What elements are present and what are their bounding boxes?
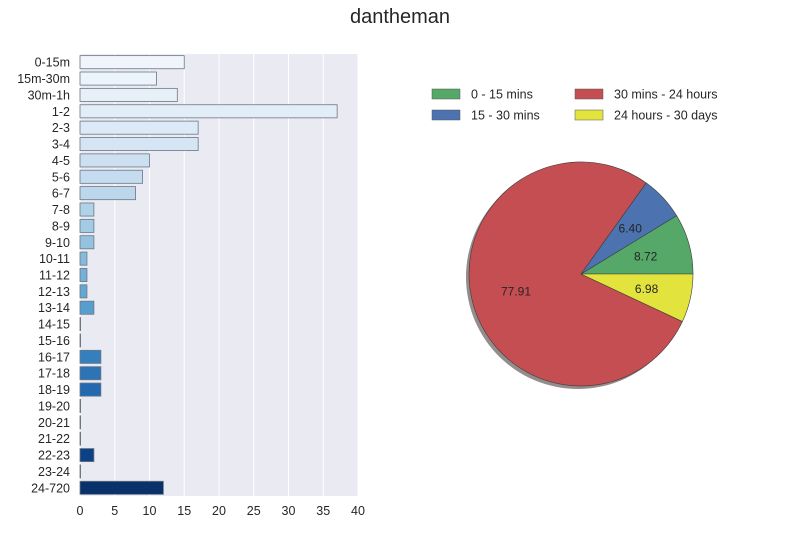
pie-value-label: 6.98	[635, 282, 659, 296]
bar-17-18	[79, 366, 102, 381]
x-tick-label: 5	[111, 504, 118, 518]
y-tick-label: 8-9	[52, 219, 70, 233]
y-tick-label: 11-12	[39, 269, 70, 283]
bar-22-23	[79, 448, 95, 463]
bar-4-5	[79, 153, 150, 168]
pie-slice-24hours-30days	[580, 273, 694, 322]
legend-swatch	[574, 88, 604, 100]
y-tick-label: 0-15m	[35, 56, 70, 70]
bar-chart: 0 5 10 15 20 25 30 35 40 0-15m 15m-30m 30m-1h 1-2 2-3…	[17, 54, 365, 518]
y-tick-label: 20-21	[38, 416, 70, 430]
pie-slice-30mins-24hours	[468, 161, 683, 387]
y-tick-label: 23-24	[38, 465, 70, 479]
y-tick-label: 12-13	[38, 285, 70, 299]
bar-2-3	[79, 120, 199, 135]
x-tick-label: 30	[282, 504, 296, 518]
bar-15-16	[79, 333, 82, 348]
bar-20-21	[79, 415, 82, 430]
y-tick-label: 16-17	[38, 350, 70, 364]
y-tick-label: 4-5	[52, 154, 70, 168]
bar-5-6	[79, 169, 143, 184]
bar-9-10	[79, 235, 95, 250]
y-tick-label: 17-18	[38, 367, 70, 381]
x-tick-label: 10	[143, 504, 157, 518]
y-tick-label: 30m-1h	[28, 88, 70, 102]
y-tick-label: 7-8	[52, 203, 70, 217]
legend-label: 0 - 15 mins	[471, 88, 533, 102]
bar-11-12	[79, 268, 88, 282]
bar-7-8	[79, 202, 95, 217]
bar-30m-1h	[79, 87, 178, 102]
pie-value-label: 8.72	[634, 249, 658, 263]
y-tick-label: 22-23	[38, 449, 70, 463]
legend-swatch	[574, 109, 604, 121]
y-tick-label: 15-16	[38, 334, 70, 348]
bar-23-24	[79, 464, 82, 479]
pie-value-label: 6.40	[619, 222, 643, 236]
pie-value-label: 77.91	[501, 284, 531, 298]
bar-3-4	[79, 137, 199, 151]
bar-13-14	[79, 300, 95, 315]
y-tick-label: 5-6	[52, 170, 70, 184]
y-tick-label: 15m-30m	[17, 72, 70, 86]
legend-swatch	[431, 109, 461, 121]
bar-15m-30m	[79, 71, 157, 86]
x-tick-label: 40	[351, 504, 365, 518]
y-tick-label: 13-14	[38, 301, 70, 315]
bar-0-15m	[79, 55, 185, 70]
bar-12-13	[79, 284, 88, 299]
bar-21-22	[79, 431, 82, 446]
y-tick-label: 21-22	[38, 432, 70, 446]
y-tick-label: 24-720	[31, 481, 70, 495]
bar-8-9	[79, 218, 95, 233]
bar-18-19	[79, 382, 102, 397]
y-tick-label: 9-10	[45, 236, 70, 250]
y-tick-label: 6-7	[52, 187, 70, 201]
x-tick-label: 0	[77, 504, 84, 518]
y-tick-label: 2-3	[52, 121, 70, 135]
x-tick-label: 20	[212, 504, 226, 518]
bar-10-11	[79, 251, 88, 266]
bar-19-20	[79, 399, 82, 413]
y-tick-label: 10-11	[39, 252, 70, 266]
bar-14-15	[79, 317, 82, 332]
bar-1-2	[79, 104, 338, 119]
y-tick-label: 19-20	[38, 399, 70, 413]
legend-label: 24 hours - 30 days	[614, 109, 718, 123]
x-tick-label: 25	[247, 504, 261, 518]
legend-label: 30 mins - 24 hours	[614, 88, 718, 102]
bar-16-17	[79, 349, 102, 364]
pie-chart: 0 - 15 mins 15 - 30 mins 30 mins - 24 hour…	[431, 88, 718, 389]
figure-title: dantheman	[349, 6, 451, 28]
y-tick-label: 14-15	[38, 318, 70, 332]
x-tick-label: 35	[316, 504, 330, 518]
y-tick-label: 1-2	[52, 105, 70, 119]
x-tick-label: 15	[177, 504, 191, 518]
y-tick-label: 18-19	[38, 383, 70, 397]
y-tick-label: 3-4	[52, 138, 70, 152]
legend-label: 15 - 30 mins	[471, 109, 540, 123]
bar-24-720	[79, 480, 164, 495]
legend-swatch	[431, 88, 461, 100]
bar-6-7	[79, 186, 136, 201]
